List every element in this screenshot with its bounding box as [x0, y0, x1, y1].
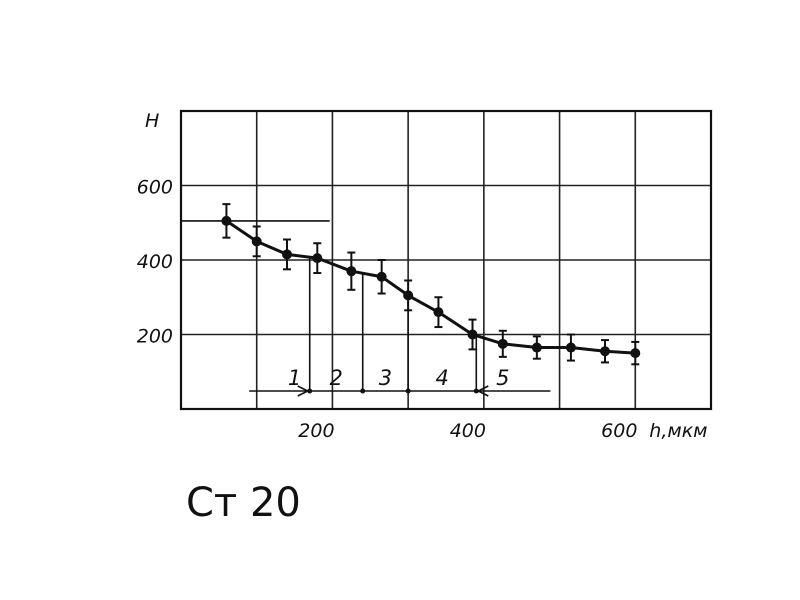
grid [181, 111, 711, 409]
zone-boundary-dot [473, 388, 479, 394]
y-tick-label: 400 [137, 251, 173, 273]
caption: Ст 20 [186, 480, 301, 526]
zone-arrow-right [297, 385, 310, 397]
data-point [630, 348, 641, 359]
data-point [221, 215, 232, 226]
data-point [467, 329, 478, 340]
data-point [251, 236, 262, 247]
tick-labels: 200 400 600 200 400 600 [137, 177, 638, 443]
y-axis-label: H [145, 110, 159, 132]
data-point [531, 342, 542, 353]
zones: 1 2 3 4 5 [249, 257, 551, 397]
plot-frame [179, 109, 713, 411]
data-point [600, 346, 610, 357]
x-tick-label: 600 [601, 420, 637, 442]
zone-arrow-left [476, 385, 489, 397]
zone-label: 5 [496, 366, 509, 390]
data-point [403, 290, 414, 301]
zone-label: 3 [379, 366, 392, 390]
series [221, 203, 641, 366]
data-point [376, 271, 387, 282]
zone-boundary-dot [360, 388, 366, 394]
series-line [225, 219, 636, 355]
zone-label: 1 [288, 366, 301, 390]
data-point [312, 253, 323, 264]
x-tick-label: 400 [450, 420, 486, 442]
data-point [282, 249, 292, 260]
zone-label: 4 [436, 366, 449, 390]
x-axis-label: h,мкм [649, 420, 707, 442]
y-tick-label: 600 [137, 177, 173, 199]
x-tick-label: 200 [298, 420, 334, 442]
y-tick-label: 200 [137, 326, 173, 348]
data-point [433, 307, 444, 318]
zone-boundary-dot [405, 388, 411, 394]
data-point [497, 338, 508, 349]
zone-label: 2 [330, 366, 343, 390]
data-point [565, 342, 576, 353]
data-point [346, 266, 357, 277]
zone-boundary-dot [307, 388, 313, 394]
